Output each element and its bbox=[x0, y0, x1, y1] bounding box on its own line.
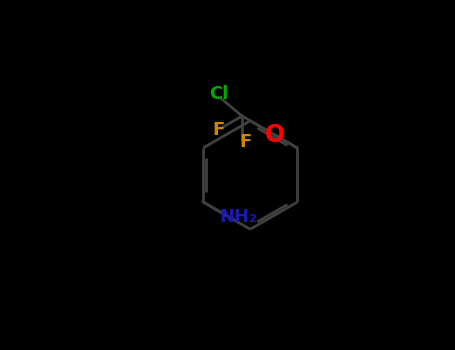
Text: F: F bbox=[239, 133, 252, 151]
Text: F: F bbox=[212, 121, 224, 139]
Text: O: O bbox=[264, 123, 284, 147]
Text: Cl: Cl bbox=[209, 85, 229, 103]
Text: NH₂: NH₂ bbox=[220, 208, 258, 226]
